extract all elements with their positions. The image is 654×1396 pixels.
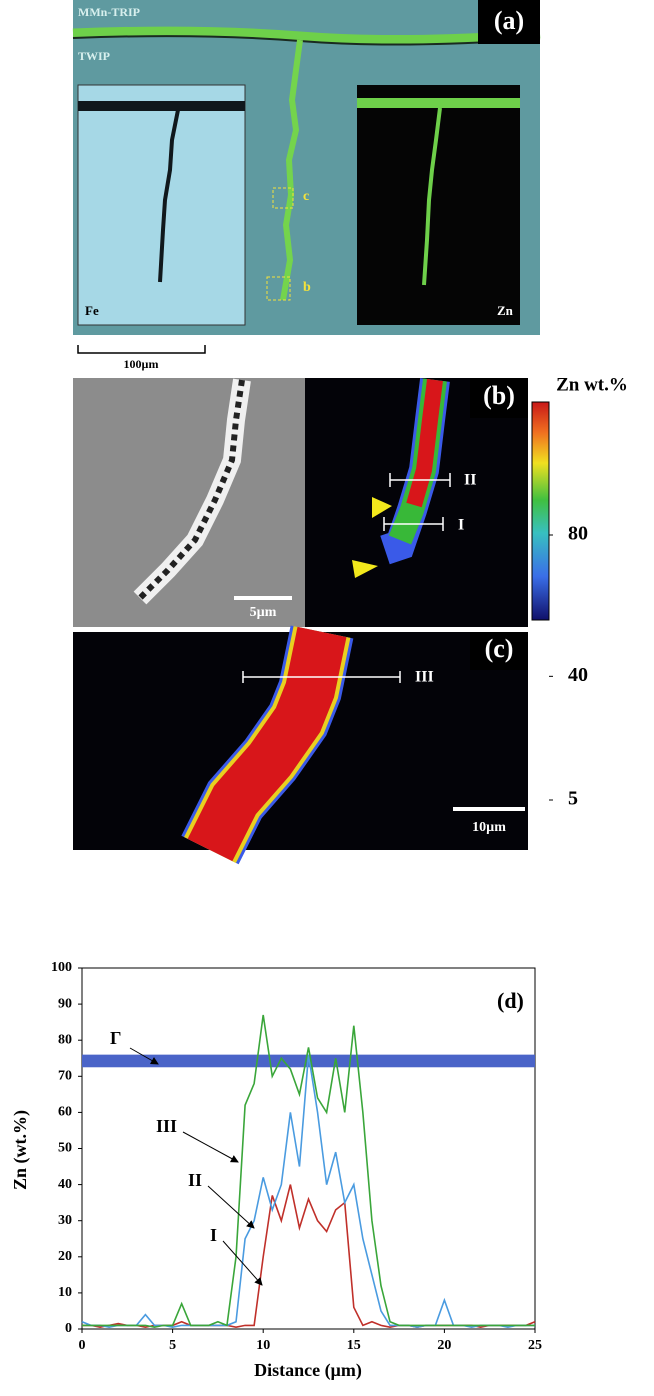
y-tick-label: 30: [58, 1213, 72, 1228]
layer-label: MMn-TRIP: [78, 5, 140, 19]
colorbar-tick-label: 80: [568, 523, 588, 545]
panel-label: (b): [483, 381, 515, 410]
band-label: Γ: [110, 1028, 121, 1048]
line-label: III: [415, 669, 434, 686]
inset-fe-layer: [78, 101, 245, 111]
panel-label: (d): [497, 988, 524, 1013]
y-tick-label: 10: [58, 1285, 72, 1300]
panel-a: (a) MMn-TRIP TWIP c b Fe Zn 100µm: [73, 0, 540, 371]
panel-d: Zn (wt.%) Distance (µm) (d) 010203040506…: [10, 960, 542, 1381]
x-tick-label: 25: [528, 1338, 542, 1353]
y-tick-label: 40: [58, 1177, 72, 1192]
sem-image: [73, 378, 305, 627]
y-tick-label: 20: [58, 1249, 72, 1264]
box-label: b: [303, 280, 311, 295]
scale-label: 5µm: [250, 605, 277, 620]
line-label: II: [464, 472, 476, 489]
y-axis-label: Zn (wt.%): [10, 1110, 31, 1190]
inset-label: Zn: [497, 303, 514, 318]
series-line: [82, 1055, 535, 1328]
x-tick-label: 5: [169, 1338, 176, 1353]
inset-label: Fe: [85, 303, 99, 318]
panel-label: (c): [485, 634, 514, 663]
x-tick-label: 0: [79, 1338, 86, 1353]
inset-fe: [78, 85, 245, 325]
series-line: [82, 1185, 535, 1328]
scale-bar: [453, 807, 525, 811]
plot-frame: [82, 968, 535, 1329]
y-tick-label: 60: [58, 1105, 72, 1120]
scale-bar: [234, 596, 292, 600]
x-tick-label: 20: [437, 1338, 451, 1353]
inset-zn-layer: [357, 98, 520, 108]
annotation-arrow: [223, 1241, 262, 1285]
scale-label: 100µm: [124, 357, 159, 371]
y-tick-label: 80: [58, 1032, 72, 1047]
y-tick-label: 100: [51, 960, 72, 975]
x-axis-label: Distance (µm): [254, 1360, 362, 1381]
figure: (a) MMn-TRIP TWIP c b Fe Zn 100µm II I (…: [0, 0, 654, 1396]
annotation-arrow: [208, 1186, 254, 1228]
annotation-arrow: [183, 1132, 238, 1162]
line-label: I: [458, 517, 464, 534]
series-label: II: [188, 1170, 202, 1190]
y-tick-label: 70: [58, 1069, 72, 1084]
x-tick-label: 10: [256, 1338, 270, 1353]
panel-label: (a): [494, 6, 524, 35]
y-tick-label: 90: [58, 996, 72, 1011]
colorbar-tick-label: 40: [568, 664, 588, 686]
colorbar-title: Zn wt.%: [556, 374, 628, 395]
y-tick-label: 0: [65, 1321, 72, 1336]
colorbar-tick-label: 5: [568, 788, 578, 810]
panel-c: III (c) 10µm: [73, 632, 528, 850]
series-label: I: [210, 1225, 217, 1245]
scale-label: 10µm: [472, 820, 506, 835]
layer-label: TWIP: [78, 49, 110, 63]
panel-b: II I (b) 5µm Zn wt.%: [73, 374, 628, 627]
y-tick-label: 50: [58, 1141, 72, 1156]
series-label: III: [156, 1116, 177, 1136]
scale-bar: [78, 345, 205, 353]
page: {"panels": { "a": {"label": "(a)", "top_…: [0, 0, 654, 1396]
box-label: c: [303, 189, 309, 204]
colorbar: [532, 402, 549, 620]
x-tick-label: 15: [347, 1338, 361, 1353]
